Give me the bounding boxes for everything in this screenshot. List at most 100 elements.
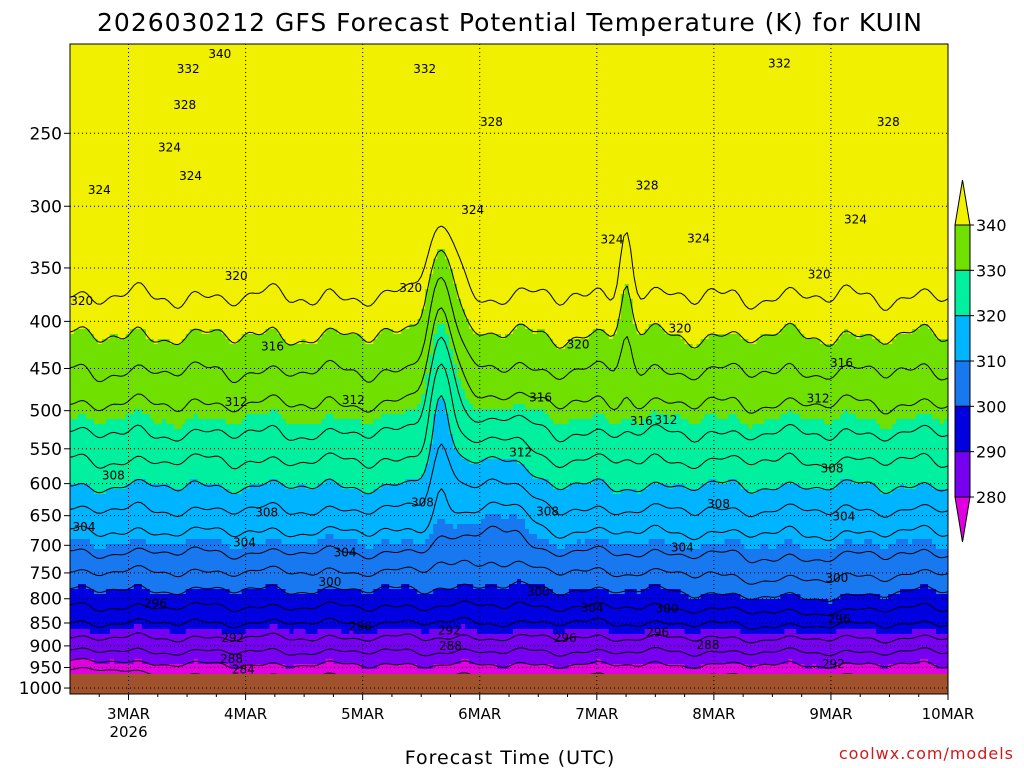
field-band-cell	[497, 584, 510, 590]
field-band-cell	[584, 539, 610, 545]
field-band-cell	[353, 629, 378, 635]
field-band-cell	[608, 589, 626, 595]
y-tick-label: 450	[30, 360, 62, 380]
isotherm-line	[70, 488, 948, 542]
contour-label: 316	[630, 414, 653, 428]
isotherm-line	[70, 525, 948, 564]
field-band-cell	[449, 419, 554, 425]
field-band-cell	[109, 334, 119, 340]
field-band-cell	[429, 629, 478, 635]
field-band-cell	[73, 329, 91, 335]
field-band-cell	[556, 344, 566, 350]
field-band-cell	[197, 479, 271, 485]
field-band-cell	[70, 164, 948, 170]
field-band-cell	[70, 659, 95, 665]
contour-label: 312	[509, 445, 532, 459]
field-band-cell	[780, 414, 801, 420]
field-band-cell	[133, 409, 143, 415]
contour-label: 296	[554, 631, 577, 645]
contour-label: 312	[807, 392, 830, 406]
field-band-cell	[908, 539, 913, 545]
field-band-cell	[229, 544, 243, 550]
contour-label: 308	[536, 504, 559, 518]
colorbar-tick-label: 290	[976, 443, 1007, 462]
field-band-cell	[453, 269, 948, 275]
contour-label: 332	[768, 57, 791, 71]
field-band-cell	[876, 484, 901, 490]
field-band-cell	[70, 589, 95, 595]
field-band-cell	[93, 419, 107, 425]
field-band-cell	[221, 329, 267, 335]
field-band-cell	[70, 669, 948, 675]
field-band-cell	[105, 589, 151, 595]
field-band-cell	[117, 334, 127, 340]
field-band-cell	[145, 539, 187, 545]
field-band-cell	[433, 414, 450, 420]
field-band-cell	[241, 589, 287, 595]
field-band-cell	[425, 289, 458, 295]
field-band-cell	[696, 344, 948, 350]
field-band-cell	[70, 259, 434, 265]
field-band-cell	[716, 479, 730, 485]
contour-label: 304	[671, 541, 694, 555]
field-band-cell	[748, 339, 758, 345]
field-band-cell	[620, 299, 634, 305]
field-band-cell	[816, 664, 837, 670]
field-band-cell	[133, 624, 143, 630]
field-band-cell	[928, 324, 948, 330]
field-band-cell	[381, 484, 554, 490]
field-band-cell	[93, 334, 111, 340]
contour-label: 296	[646, 625, 669, 639]
contour-label: 328	[173, 98, 196, 112]
colorbar-below-arrow	[954, 496, 971, 543]
field-band-cell	[85, 584, 135, 590]
field-band-cell	[197, 414, 247, 420]
isotherm-line	[70, 276, 948, 384]
contour-label: 320	[808, 268, 831, 282]
colorbar-tick-label: 280	[976, 488, 1007, 507]
field-band-cell	[70, 244, 948, 250]
field-band-cell	[70, 389, 426, 395]
field-band-cell	[616, 324, 638, 330]
y-tick-label: 800	[30, 590, 62, 610]
field-band-cell	[381, 414, 434, 420]
field-band-cell	[401, 539, 414, 545]
contour-label: 324	[179, 169, 202, 183]
field-band-cell	[421, 314, 466, 320]
field-band-cell	[425, 299, 462, 305]
field-band-cell	[648, 584, 662, 590]
field-band-cell	[700, 629, 742, 635]
field-band-cell	[916, 414, 933, 420]
field-band-cell	[70, 534, 327, 540]
contour-label: 284	[232, 663, 255, 677]
contour-label: 308	[255, 506, 278, 520]
field-band-cell	[437, 249, 446, 255]
field-band-cell	[700, 484, 742, 490]
colorbar-above-arrow	[954, 179, 971, 226]
contour-label: 304	[73, 520, 96, 534]
field-band-cell	[421, 399, 438, 405]
field-band-cell	[824, 419, 833, 425]
field-band-cell	[325, 414, 334, 420]
field-band-cell	[70, 304, 426, 310]
field-band-cell	[70, 64, 948, 70]
field-band-cell	[437, 399, 446, 405]
field-band-cell	[409, 324, 438, 330]
colorbar-legend: 340 330 320 310 300 290 280	[954, 179, 1007, 543]
field-band-cell	[457, 284, 626, 290]
field-band-cell	[241, 419, 287, 425]
field-band-cell	[70, 324, 410, 330]
field-band-cell	[325, 659, 334, 665]
field-band-cell	[225, 334, 243, 340]
field-band-cell	[608, 629, 646, 635]
field-band-cell	[740, 334, 762, 340]
field-band-cell	[592, 414, 606, 420]
field-band-cell	[429, 454, 462, 460]
field-band-cell	[936, 334, 948, 340]
field-band-cell	[740, 484, 781, 490]
field-band-cell	[465, 624, 948, 630]
field-band-cell	[389, 539, 402, 545]
field-band-cell	[796, 324, 921, 330]
field-band-cell	[457, 584, 474, 590]
field-band-cell	[852, 539, 865, 545]
